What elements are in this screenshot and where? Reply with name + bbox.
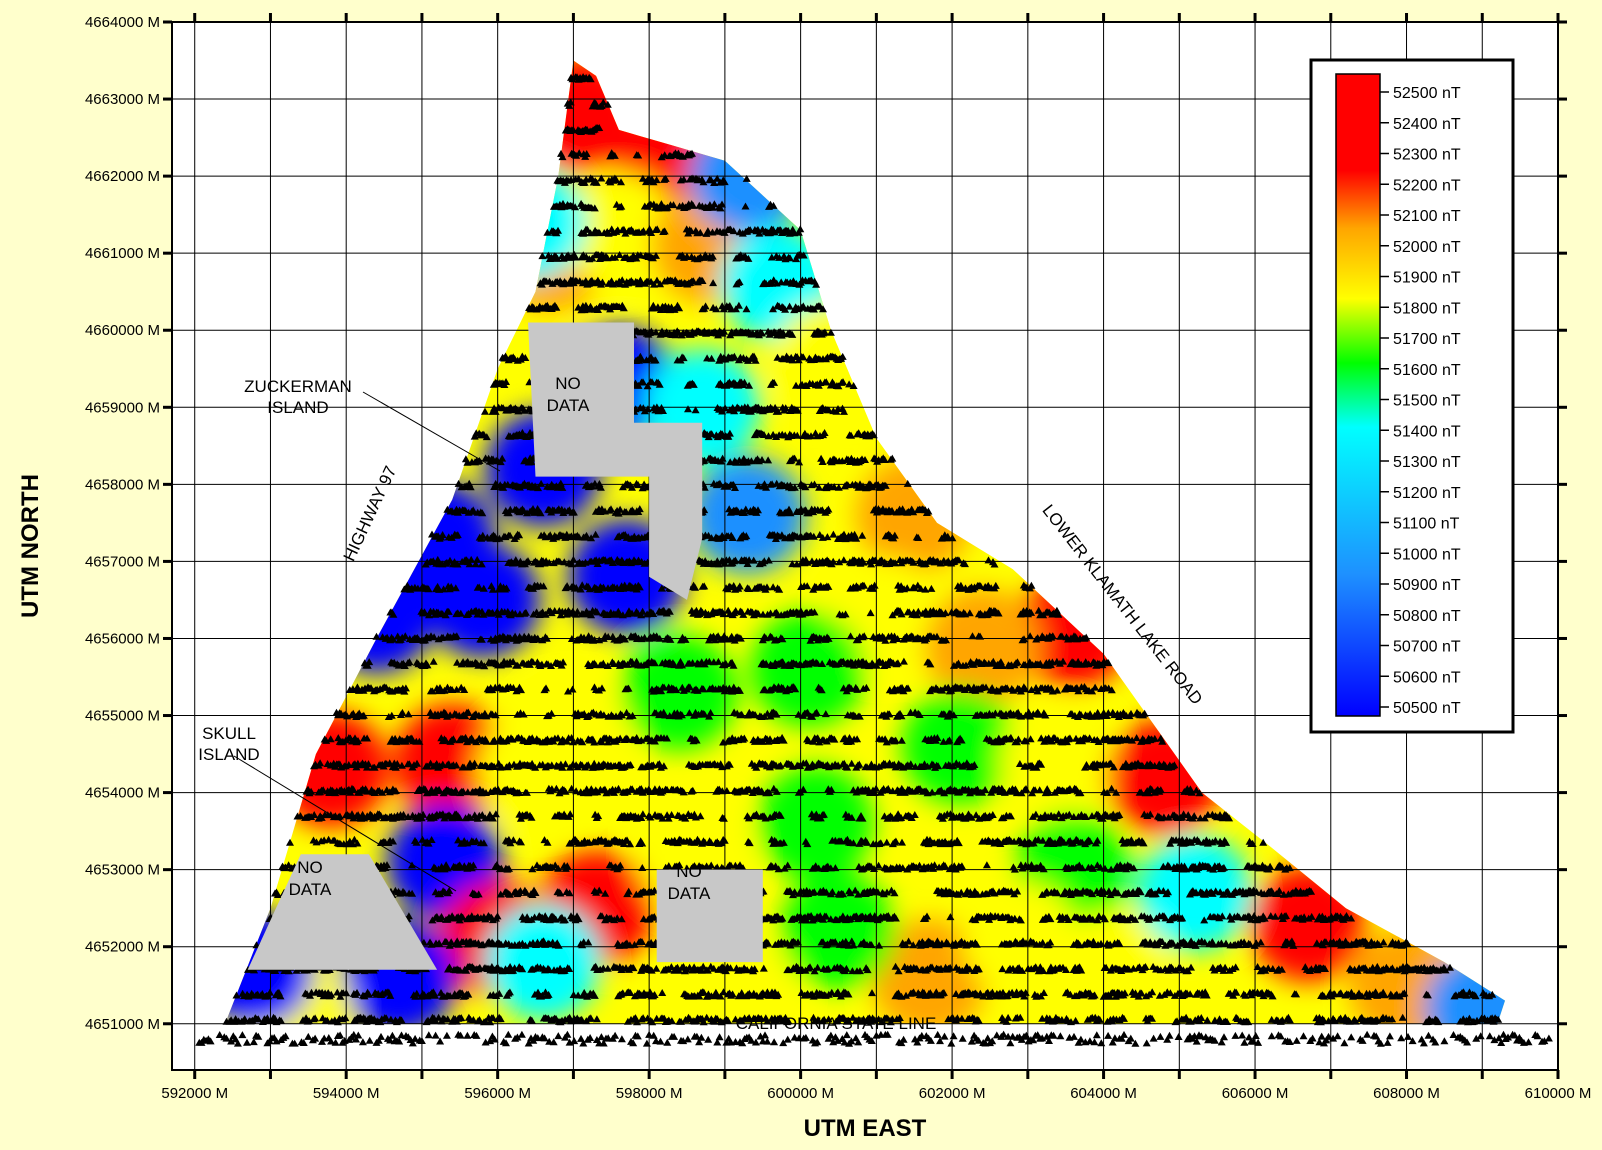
color-scale-legend: 52500 nT 52400 nT 52300 nT 52200 nT 52100 nT… — [1309, 58, 1515, 734]
annotation-skull-island: ISLAND — [198, 745, 259, 764]
station-markers — [195, 73, 1553, 1047]
legend-tick-label: 51600 nT — [1393, 362, 1461, 379]
anomaly-blob — [424, 541, 541, 658]
legend-tick-label: 50600 nT — [1393, 669, 1461, 686]
legend-tick-label: 51900 nT — [1393, 270, 1461, 287]
legend-tick-label: 51200 nT — [1393, 485, 1461, 502]
y-tick-label: 4653000 M — [85, 862, 160, 879]
annotation-skull-island: SKULL — [202, 724, 256, 743]
y-tick-label: 4663000 M — [85, 91, 160, 108]
anomaly-blob — [871, 919, 988, 1024]
y-tick-label: 4656000 M — [85, 630, 160, 647]
annotation-zuckerman-island: ISLAND — [267, 398, 328, 417]
legend-tick-label: 52500 nT — [1393, 85, 1461, 102]
y-axis-title: UTM NORTH — [17, 474, 44, 618]
y-tick-label: 4660000 M — [85, 322, 160, 339]
anomaly-blob — [780, 873, 897, 990]
y-tick-label: 4655000 M — [85, 708, 160, 725]
no-data-label: NO — [555, 374, 581, 393]
x-tick-label: 600000 M — [767, 1085, 834, 1102]
x-tick-label: 608000 M — [1373, 1085, 1440, 1102]
legend-tick-label: 51700 nT — [1393, 331, 1461, 348]
x-tick-label: 596000 M — [464, 1085, 531, 1102]
legend-tick-label: 50700 nT — [1393, 639, 1461, 656]
y-tick-label: 4657000 M — [85, 553, 160, 570]
legend-tick-label: 51300 nT — [1393, 454, 1461, 471]
y-tick-label: 4664000 M — [85, 14, 160, 31]
legend-tick-label: 50800 nT — [1393, 608, 1461, 625]
annotation-leader-line — [233, 755, 457, 892]
legend-tick-label: 52000 nT — [1393, 239, 1461, 256]
no-data-label: DATA — [547, 396, 590, 415]
legend-tick-label: 52400 nT — [1393, 116, 1461, 133]
y-tick-label: 4652000 M — [85, 939, 160, 956]
no-data-area — [247, 854, 438, 970]
x-tick-label: 594000 M — [313, 1085, 380, 1102]
legend-color-bar — [1335, 73, 1381, 717]
no-data-label: DATA — [668, 884, 711, 903]
legend-tick-label: 50900 nT — [1393, 577, 1461, 594]
y-tick-label: 4651000 M — [85, 1016, 160, 1033]
legend-tick-label: 51000 nT — [1393, 546, 1461, 563]
axis-ticks: 592000 M 594000 M 596000 M 598000 M 600000 M… — [85, 13, 1591, 1102]
legend-tick-label: 51500 nT — [1393, 393, 1461, 410]
no-data-area — [528, 322, 703, 600]
legend-tick-label: 51800 nT — [1393, 300, 1461, 317]
y-tick-label: 4659000 M — [85, 399, 160, 416]
y-tick-label: 4658000 M — [85, 476, 160, 493]
legend-tick-label: 52300 nT — [1393, 147, 1461, 164]
y-tick-label: 4662000 M — [85, 168, 160, 185]
anomaly-blob — [485, 904, 602, 1021]
no-data-area — [656, 869, 763, 963]
survey-stations — [195, 73, 1553, 1047]
legend-tick-label: 50500 nT — [1393, 700, 1461, 717]
x-tick-label: 602000 M — [919, 1085, 986, 1102]
x-tick-label: 610000 M — [1525, 1085, 1592, 1102]
legend-tick-label: 52100 nT — [1393, 208, 1461, 225]
no-data-label: NO — [297, 858, 323, 877]
y-tick-label: 4661000 M — [85, 245, 160, 262]
legend-tick-label: 51100 nT — [1393, 516, 1460, 533]
no-data-label: NO — [676, 862, 702, 881]
anomaly-blob — [924, 588, 1041, 705]
legend-tick-label: 51400 nT — [1393, 423, 1461, 440]
x-tick-label: 592000 M — [161, 1085, 228, 1102]
x-tick-label: 604000 M — [1070, 1085, 1137, 1102]
plot-frame — [171, 21, 1559, 1071]
annotation-zuckerman-island: ZUCKERMAN — [244, 377, 352, 396]
legend-tick-label: 52200 nT — [1393, 177, 1461, 194]
x-axis-title: UTM EAST — [804, 1115, 927, 1142]
y-tick-label: 4654000 M — [85, 785, 160, 802]
no-data-label: DATA — [289, 880, 332, 899]
anomaly-blob — [757, 765, 874, 882]
annotation-leader-line — [362, 391, 501, 472]
no-data-areas: NO DATA NO DATA NO DATA — [247, 322, 763, 970]
annotation-california-state-line: CALIFORNIA STATE LINE — [736, 1014, 937, 1033]
x-tick-label: 606000 M — [1222, 1085, 1289, 1102]
x-tick-label: 598000 M — [616, 1085, 683, 1102]
